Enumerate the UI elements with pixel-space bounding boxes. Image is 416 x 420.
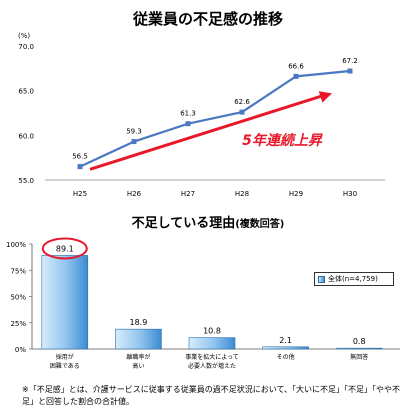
data-label: 59.3 <box>126 128 142 136</box>
x-tick-label: H29 <box>289 190 303 198</box>
data-point <box>293 73 299 79</box>
y-tick-label: 100% <box>6 241 26 249</box>
y-tick-label: 60.0 <box>18 132 34 140</box>
x-tick-label: H27 <box>181 190 195 198</box>
data-label: 18.9 <box>129 318 147 327</box>
data-point <box>347 68 353 74</box>
data-point <box>185 121 191 127</box>
data-point <box>131 139 137 145</box>
x-tick-label: H26 <box>127 190 142 198</box>
data-label: 2.1 <box>279 336 292 345</box>
legend-label: 全体(n=4,759) <box>328 275 378 283</box>
bar <box>41 255 89 350</box>
bar <box>115 328 162 350</box>
bar <box>262 346 309 350</box>
y-tick-label: 75% <box>10 267 26 275</box>
y-tick-label: 70.0 <box>18 43 34 51</box>
data-point <box>239 109 245 115</box>
series-line <box>79 69 351 168</box>
data-point <box>77 164 83 170</box>
bar-chart-subtitle: (複数回答) <box>235 219 285 230</box>
data-label: 62.6 <box>234 98 250 106</box>
x-tick-label: 採用が <box>56 353 74 361</box>
trend-annotation: 5年連続上昇 <box>242 132 323 149</box>
x-tick-label: H30 <box>343 190 357 198</box>
footnote: ※「不足感」とは、介護サービスに従事する従業員の過不足状況において、「大いに不足… <box>22 385 401 406</box>
data-label: 10.8 <box>203 327 221 336</box>
y-tick-label: 55.0 <box>18 177 34 185</box>
trend-arrow-line <box>89 93 325 171</box>
x-tick-label: 困難である <box>50 362 80 370</box>
trend-arrow-head <box>318 91 332 103</box>
line-chart-title: 従業員の不足感の推移 <box>132 10 283 28</box>
x-tick-label: 必要人数が増えた <box>188 362 236 370</box>
bar-chart-title-wrap: 不足している理由(複数回答) <box>0 212 416 231</box>
x-tick-label: その他 <box>277 353 295 361</box>
legend-swatch <box>318 275 325 283</box>
bar-chart-title: 不足している理由 <box>131 216 236 231</box>
data-label: 61.3 <box>180 110 196 118</box>
highlight-ellipse <box>41 237 88 260</box>
y-tick-label: 0% <box>15 346 26 354</box>
x-tick-label: 高い <box>132 362 144 370</box>
x-tick-label: 無回答 <box>350 353 368 361</box>
data-label: 67.2 <box>342 57 358 65</box>
line-chart: (%) 70.0 65.0 60.0 55.0 H25 H26 H27 H28 H29 H30 5年連… <box>18 32 385 198</box>
data-label: 89.1 <box>56 244 74 253</box>
y-tick-label: 65.0 <box>18 88 34 96</box>
data-label: 0.8 <box>353 337 366 346</box>
data-label: 66.6 <box>288 62 304 70</box>
bar-chart-legend: 全体(n=4,759) <box>314 272 394 286</box>
y-tick-label: 25% <box>10 320 26 328</box>
x-tick-label: 事業を拡大によって <box>185 353 239 361</box>
x-tick-label: H28 <box>235 190 249 198</box>
x-tick-label: H25 <box>73 190 87 198</box>
y-tick-label: 50% <box>10 294 26 302</box>
bar <box>335 347 383 350</box>
bar <box>188 337 236 350</box>
x-tick-label: 離職率が <box>126 353 150 361</box>
y-axis-unit: (%) <box>18 32 30 40</box>
data-label: 56.5 <box>72 153 88 161</box>
